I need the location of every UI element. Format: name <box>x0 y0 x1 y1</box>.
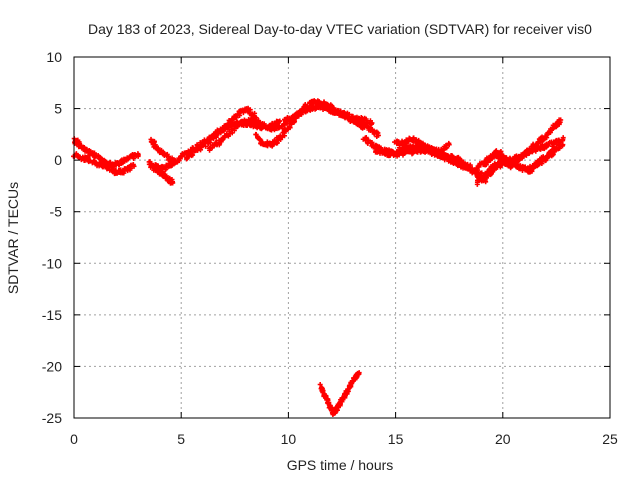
data-point <box>324 397 330 403</box>
data-point <box>560 142 566 148</box>
data-point <box>261 121 267 127</box>
series-track-10 <box>328 108 375 127</box>
data-point <box>446 142 452 148</box>
series-track-20 <box>317 370 362 417</box>
data-point <box>281 122 287 128</box>
x-tick-label: 20 <box>495 431 511 447</box>
data-point <box>177 156 183 162</box>
data-point <box>231 127 237 133</box>
data-layer <box>71 98 566 417</box>
data-point <box>135 152 141 158</box>
data-point <box>341 114 347 120</box>
data-point <box>337 401 343 407</box>
series-track-2 <box>71 151 137 177</box>
data-point <box>375 132 381 138</box>
y-tick-label: 10 <box>46 49 62 65</box>
data-point <box>523 150 529 156</box>
x-axis-label: GPS time / hours <box>287 457 394 473</box>
data-point <box>551 149 557 155</box>
data-point <box>109 166 115 172</box>
tick-layer: 0 5 10 15 20 25 10 5 0 -5 -10 -15 -20 -25 <box>42 49 618 447</box>
data-point <box>253 132 259 138</box>
data-point <box>539 161 545 167</box>
data-point <box>508 163 514 169</box>
y-tick-label: -5 <box>50 204 63 220</box>
series-track-18 <box>482 148 514 171</box>
data-point <box>174 159 180 165</box>
data-point <box>369 120 375 126</box>
y-tick-label: -15 <box>42 307 62 323</box>
x-tick-label: 0 <box>70 431 78 447</box>
data-point <box>560 137 566 143</box>
data-point <box>497 149 503 155</box>
data-point <box>131 163 137 169</box>
y-tick-label: 0 <box>54 152 62 168</box>
data-point <box>233 115 239 121</box>
y-tick-label: -20 <box>42 358 62 374</box>
y-tick-label: -25 <box>42 410 62 426</box>
x-tick-label: 10 <box>281 431 297 447</box>
data-point <box>479 177 485 183</box>
series-track-5 <box>148 136 180 166</box>
data-point <box>492 164 498 170</box>
y-axis-label: SDTVAR / TECUs <box>5 182 21 294</box>
data-point <box>356 370 362 376</box>
data-point <box>190 152 196 158</box>
series-track-19 <box>525 149 557 175</box>
series-track-14 <box>396 142 489 185</box>
data-point <box>282 133 288 139</box>
data-point <box>170 180 176 186</box>
data-point <box>533 148 539 154</box>
plot-frame <box>73 56 611 419</box>
x-tick-label: 25 <box>602 431 618 447</box>
data-point <box>221 135 227 141</box>
data-point <box>131 156 137 162</box>
data-point <box>317 381 323 387</box>
x-tick-label: 5 <box>177 431 185 447</box>
y-tick-label: 5 <box>54 101 62 117</box>
data-point <box>513 161 519 167</box>
x-tick-label: 15 <box>388 431 404 447</box>
data-point <box>444 145 450 151</box>
data-point <box>277 118 283 124</box>
data-point <box>558 117 564 123</box>
chart-title: Day 183 of 2023, Sidereal Day-to-day VTE… <box>88 21 592 37</box>
data-point <box>198 147 204 153</box>
data-point <box>77 141 83 147</box>
y-tick-label: -10 <box>42 255 62 271</box>
